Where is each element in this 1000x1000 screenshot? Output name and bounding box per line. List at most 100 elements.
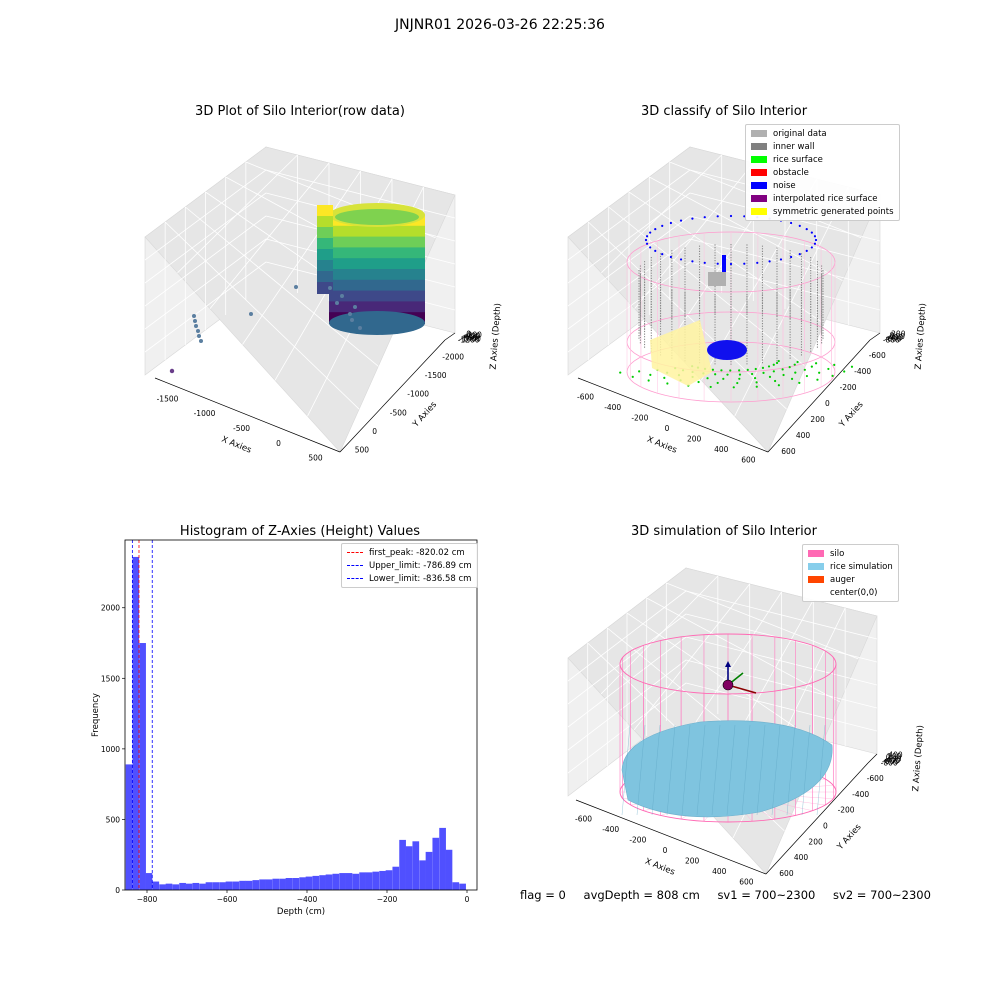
panel1-point [196,329,200,333]
panel2-noise-point [679,258,683,261]
panel4-z-tick: -800 [881,758,898,767]
histogram-bar [225,881,233,890]
panel2-noise-column [722,255,726,275]
panel2-rice-point [818,371,821,374]
panel2-noise-point [691,260,694,263]
panel1-y-tick: -500 [390,408,407,417]
panel2-noise-point [703,216,706,219]
panel1-y-tick: -1500 [425,371,447,380]
panel2-z-axis-line [869,332,881,341]
histogram-bar [259,879,266,890]
histogram-bar [265,879,273,890]
histogram-bar [332,873,340,890]
panel1-point [194,324,198,328]
histogram-bar [385,870,393,890]
panel4-legend-swatch [808,576,824,583]
panel2-legend: original data inner wall rice surface obsta… [745,124,900,221]
panel2-rice-point [777,384,780,387]
histogram-bar [279,878,286,890]
histogram-legend-label: first_peak: -820.02 cm [369,547,465,558]
panel4-z-tick: 200 [887,752,902,761]
panel2-noise-point [716,215,719,218]
panel2-y-tick: 0 [825,399,830,408]
panel4-y-axis-line [765,762,869,875]
panel2-z-tick: -600 [885,334,902,343]
panel2-noise-point [813,242,817,245]
panel4-rice-surface [621,720,833,818]
histogram-bar [145,873,153,890]
histogram-bar [199,883,206,890]
panel1-point [340,294,344,298]
panel4-mesh-line [801,724,811,816]
panel1-z-tick: -200 [465,331,482,340]
panel4-title: 3D simulation of Silo Interior [631,524,817,539]
histogram-bar [319,875,326,890]
panel2-noise-point [810,231,813,234]
panel2-x-axis-line [577,377,769,453]
panel1-point [169,368,175,374]
panel1-z-tick: -400 [463,332,480,341]
histogram-x-tick: −600 [217,895,238,904]
panel4-legend-label: silo [830,548,845,559]
panel4-mesh-line [666,724,676,816]
panel1-z-tick: -600 [462,333,479,342]
panel1-z-tick: -1000 [459,335,481,344]
panel4-y-label: Y Axies [835,822,864,853]
panel2-legend-label: noise [773,180,796,191]
panel2-x-tick: 400 [714,445,729,454]
panel2-rice-point [772,363,775,366]
panel2-rice-point [850,365,854,368]
panel2-rice-point [762,371,765,374]
panel2-z-tick: -400 [886,333,903,342]
panel2-noise-point [743,215,746,218]
panel1-x-label: X Axies [220,435,253,456]
panel2-original-cluster [708,272,726,286]
panel4-z-tick: -200 [885,755,902,764]
panel1-x-tick: -1500 [157,394,179,403]
panel2-legend-swatch [751,156,767,163]
panel4-y-tick: 200 [808,837,823,846]
panel2-z-label: Z Axies (Depth) [914,303,929,370]
panel2-rice-point [716,381,719,385]
panel2-legend-label: interpolated rice surface [773,193,878,204]
panel2-rice-point [827,367,830,371]
panel1-y-tick: -1000 [407,390,429,399]
histogram-bar [345,873,353,890]
panel1-x-axis-line [154,377,341,453]
panel2-x-tick: 600 [741,456,756,465]
panel2-y-tick: -600 [869,351,886,360]
histogram-bar [252,880,260,890]
histogram-bar [292,878,300,890]
panel2-y-tick: -400 [854,367,871,376]
panel2-legend-entry: interpolated rice surface [751,192,894,205]
panel2-y-tick: 200 [810,415,825,424]
panel1-series [169,203,425,374]
panel2-rice-point [726,373,729,376]
histogram-bar [452,882,460,890]
panel1-partial-wall [317,205,333,217]
histogram-bar [139,643,146,890]
panel2-rice-point [793,363,796,366]
panel4-mesh-line [771,724,781,816]
panel4-y-tick: 600 [779,869,794,878]
histogram-bar [239,880,246,890]
panel2-noise-point [645,242,649,245]
histogram-bar [125,764,133,890]
panel4-legend-swatch [808,589,824,596]
panel1-wall-band [329,269,425,281]
panel2-rice-point [805,374,809,378]
panel4-legend-label: center(0,0) [830,587,878,598]
panel4-mesh-line [621,724,631,816]
panel1-z-axis-line [444,332,456,341]
panel2-y-tick: 600 [781,447,796,456]
histogram-legend-label: Upper_limit: -786.89 cm [369,560,472,571]
histogram-y-tick: 500 [106,815,121,824]
panel4-legend-label: auger [830,574,855,585]
panel2-rice-point [755,381,758,384]
panel4-y-tick: -200 [838,806,855,815]
histogram-bar [339,873,346,890]
panel2-rice-point [833,363,836,366]
panel4-z-axis-line [867,753,878,764]
panel4-x-tick: 0 [663,846,668,855]
panel1-z-label: Z Axies (Depth) [489,303,504,370]
